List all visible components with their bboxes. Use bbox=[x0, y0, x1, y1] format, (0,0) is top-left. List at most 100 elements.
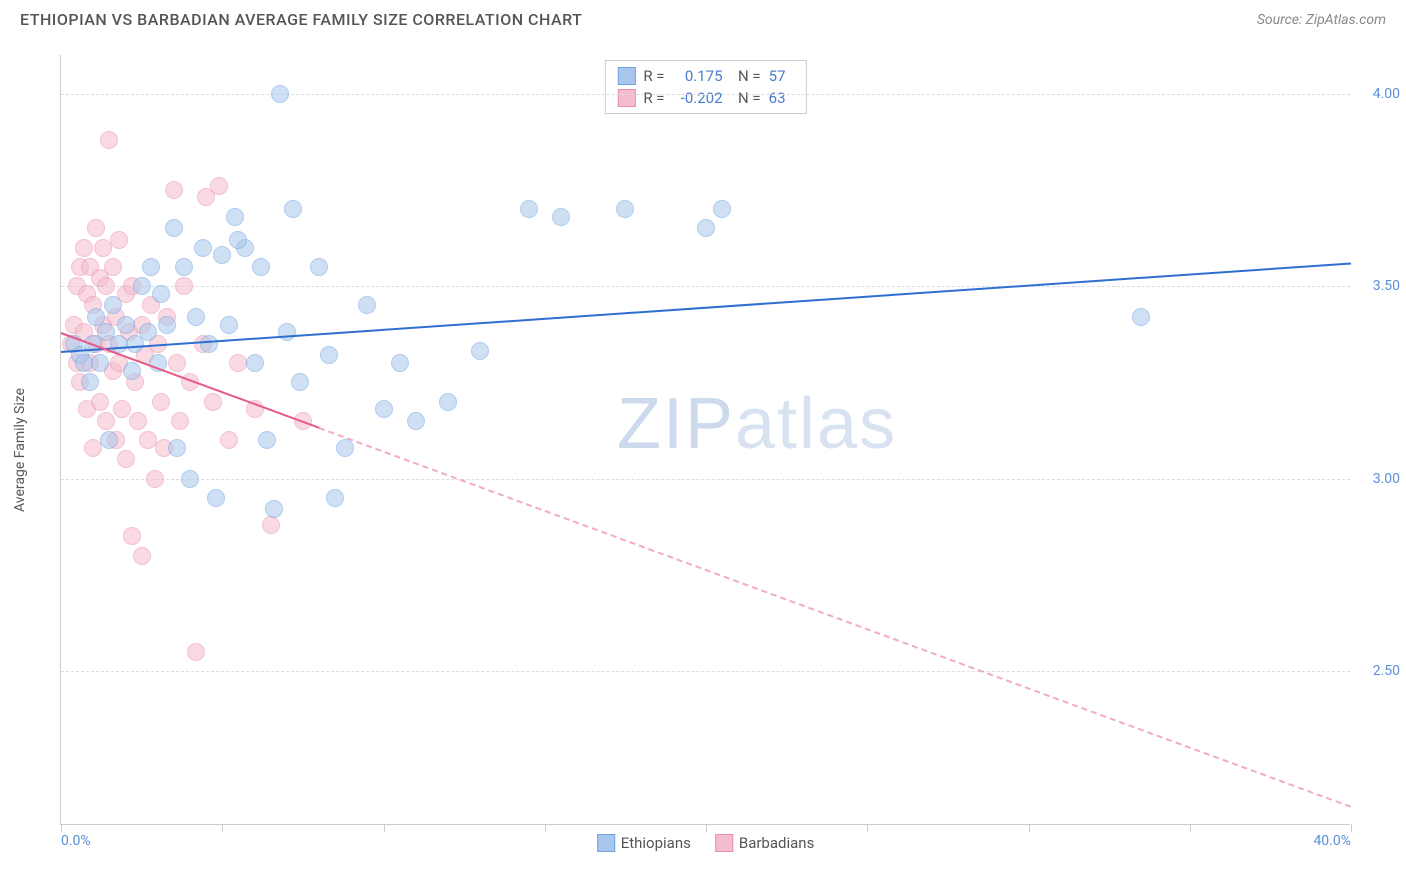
scatter-point bbox=[226, 208, 244, 226]
scatter-point bbox=[1132, 308, 1150, 326]
scatter-point bbox=[391, 354, 409, 372]
scatter-point bbox=[375, 400, 393, 418]
scatter-point bbox=[616, 200, 634, 218]
y-tick-label: 4.00 bbox=[1373, 86, 1400, 102]
scatter-point bbox=[284, 200, 302, 218]
scatter-point bbox=[87, 219, 105, 237]
scatter-point bbox=[246, 354, 264, 372]
x-tick bbox=[867, 824, 868, 832]
gridline-h bbox=[61, 479, 1350, 480]
watermark-bold: ZIP bbox=[617, 384, 735, 464]
x-tick bbox=[545, 824, 546, 832]
chart-container: Average Family Size ZIPatlas R = 0.175 N… bbox=[50, 55, 1370, 845]
scatter-point bbox=[291, 373, 309, 391]
n-label: N = bbox=[731, 89, 761, 107]
scatter-point bbox=[168, 439, 186, 457]
scatter-point bbox=[213, 246, 231, 264]
x-tick bbox=[222, 824, 223, 832]
r-label: R = bbox=[643, 67, 664, 85]
scatter-point bbox=[258, 431, 276, 449]
gridline-h bbox=[61, 94, 1350, 95]
scatter-point bbox=[129, 412, 147, 430]
swatch-ethiopians bbox=[617, 67, 635, 85]
scatter-point bbox=[320, 346, 338, 364]
scatter-point bbox=[220, 431, 238, 449]
scatter-point bbox=[133, 277, 151, 295]
x-tick bbox=[61, 824, 62, 832]
trend-line bbox=[61, 263, 1351, 354]
scatter-point bbox=[146, 470, 164, 488]
x-tick-label: 40.0% bbox=[1313, 833, 1351, 849]
legend-swatch-barbadians bbox=[715, 834, 733, 852]
scatter-point bbox=[439, 393, 457, 411]
scatter-point bbox=[152, 285, 170, 303]
scatter-point bbox=[91, 354, 109, 372]
legend-item-ethiopians: Ethiopians bbox=[597, 834, 691, 852]
scatter-point bbox=[133, 547, 151, 565]
scatter-point bbox=[210, 177, 228, 195]
legend-item-barbadians: Barbadians bbox=[715, 834, 814, 852]
scatter-point bbox=[100, 131, 118, 149]
scatter-point bbox=[204, 393, 222, 411]
scatter-point bbox=[713, 200, 731, 218]
r-value-barbadians: -0.202 bbox=[673, 89, 723, 107]
scatter-point bbox=[175, 277, 193, 295]
scatter-point bbox=[97, 277, 115, 295]
scatter-point bbox=[229, 231, 247, 249]
scatter-point bbox=[310, 258, 328, 276]
bottom-legend: Ethiopians Barbadians bbox=[597, 834, 815, 852]
scatter-point bbox=[139, 323, 157, 341]
scatter-point bbox=[117, 450, 135, 468]
watermark: ZIPatlas bbox=[617, 383, 897, 465]
x-tick bbox=[1351, 824, 1352, 832]
scatter-point bbox=[220, 316, 238, 334]
scatter-point bbox=[407, 412, 425, 430]
swatch-barbadians bbox=[617, 89, 635, 107]
chart-title: ETHIOPIAN VS BARBADIAN AVERAGE FAMILY SI… bbox=[20, 10, 582, 29]
scatter-point bbox=[175, 258, 193, 276]
scatter-point bbox=[271, 85, 289, 103]
chart-header: ETHIOPIAN VS BARBADIAN AVERAGE FAMILY SI… bbox=[0, 0, 1406, 34]
gridline-h bbox=[61, 286, 1350, 287]
scatter-point bbox=[168, 354, 186, 372]
scatter-point bbox=[552, 208, 570, 226]
y-axis-label: Average Family Size bbox=[12, 388, 28, 512]
scatter-point bbox=[152, 393, 170, 411]
y-tick-label: 3.00 bbox=[1373, 471, 1400, 487]
scatter-point bbox=[113, 400, 131, 418]
x-tick-label: 0.0% bbox=[61, 833, 91, 849]
n-value-ethiopians: 57 bbox=[769, 67, 794, 85]
stats-row-ethiopians: R = 0.175 N = 57 bbox=[617, 65, 793, 87]
scatter-point bbox=[278, 323, 296, 341]
scatter-point bbox=[326, 489, 344, 507]
n-label: N = bbox=[731, 67, 761, 85]
scatter-point bbox=[104, 258, 122, 276]
scatter-point bbox=[194, 239, 212, 257]
legend-label-ethiopians: Ethiopians bbox=[621, 834, 691, 852]
scatter-point bbox=[520, 200, 538, 218]
scatter-point bbox=[265, 500, 283, 518]
scatter-point bbox=[165, 181, 183, 199]
plot-area: ZIPatlas R = 0.175 N = 57 R = -0.202 N =… bbox=[60, 55, 1350, 825]
scatter-point bbox=[358, 296, 376, 314]
scatter-point bbox=[336, 439, 354, 457]
scatter-point bbox=[142, 258, 160, 276]
scatter-point bbox=[165, 219, 183, 237]
stats-row-barbadians: R = -0.202 N = 63 bbox=[617, 87, 793, 109]
scatter-point bbox=[123, 527, 141, 545]
x-tick bbox=[1190, 824, 1191, 832]
y-tick-label: 3.50 bbox=[1373, 278, 1400, 294]
x-tick bbox=[1029, 824, 1030, 832]
scatter-point bbox=[697, 219, 715, 237]
r-value-ethiopians: 0.175 bbox=[673, 67, 723, 85]
scatter-point bbox=[110, 231, 128, 249]
stats-box: R = 0.175 N = 57 R = -0.202 N = 63 bbox=[604, 60, 806, 114]
scatter-point bbox=[187, 308, 205, 326]
watermark-light: atlas bbox=[735, 384, 897, 464]
scatter-point bbox=[75, 239, 93, 257]
scatter-point bbox=[207, 489, 225, 507]
legend-swatch-ethiopians bbox=[597, 834, 615, 852]
scatter-point bbox=[252, 258, 270, 276]
chart-source: Source: ZipAtlas.com bbox=[1257, 12, 1386, 28]
scatter-point bbox=[200, 335, 218, 353]
